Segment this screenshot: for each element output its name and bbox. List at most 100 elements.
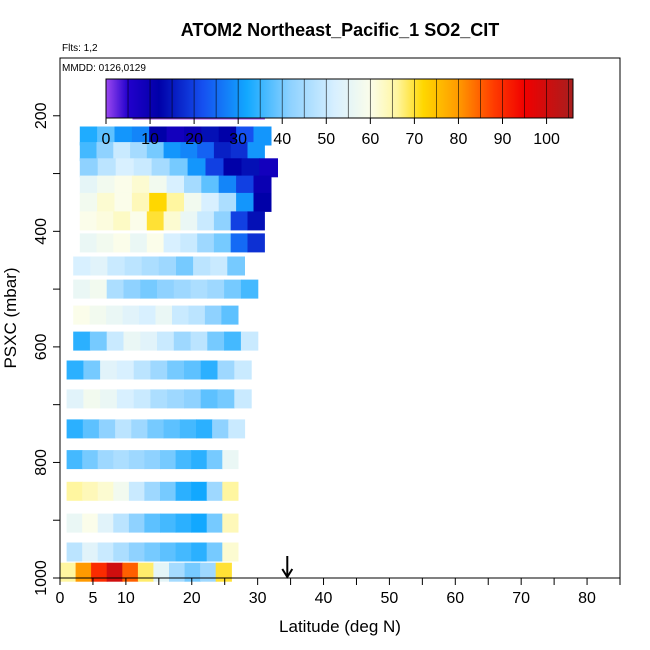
heat-cell [89, 279, 108, 299]
heat-cell [116, 360, 135, 380]
heat-cell [128, 481, 146, 501]
heat-cell [187, 158, 207, 178]
heat-cell [230, 233, 249, 253]
heat-cell [113, 211, 131, 231]
heat-cell [106, 305, 124, 325]
heat-cell [217, 360, 235, 380]
heat-cell [190, 279, 208, 299]
heat-cell [191, 542, 208, 562]
heat-cell [160, 450, 177, 470]
colorbar-gradient [105, 78, 574, 119]
plot-frame [59, 57, 621, 579]
heat-cell [206, 542, 223, 562]
heat-cell [175, 450, 192, 470]
heat-cell [149, 175, 168, 195]
heat-cell [73, 279, 91, 299]
heat-cell [124, 256, 143, 276]
heat-cell [218, 175, 237, 195]
heat-cell [175, 513, 192, 533]
heat-cell [133, 360, 152, 380]
heat-cell [114, 192, 133, 212]
date-label: MMDD: 0126,0129 [62, 63, 146, 74]
heat-cell [196, 419, 213, 439]
heat-cell [236, 192, 255, 212]
colorbar: 0 10 20 30 40 50 60 70 80 90 100 [102, 78, 574, 148]
heat-cell [97, 513, 114, 533]
heat-cell [241, 158, 261, 178]
heat-cell [97, 192, 116, 212]
heat-cell [206, 513, 223, 533]
heat-cell [190, 331, 208, 351]
heat-cell [155, 305, 173, 325]
heat-cell [141, 256, 160, 276]
colorbar-tick-label: 50 [317, 131, 335, 148]
heat-cell [234, 389, 252, 409]
colorbar-tick-label: 60 [361, 131, 379, 148]
heat-cell [193, 256, 211, 276]
heat-cell [230, 142, 249, 162]
heat-cell [146, 233, 165, 253]
heat-cell [75, 562, 92, 582]
heat-cell [130, 211, 148, 231]
heat-cell [82, 513, 99, 533]
heat-cell [116, 389, 135, 409]
heat-cell [144, 481, 161, 501]
heat-cell [150, 389, 168, 409]
heat-cell [131, 175, 150, 195]
heat-cell [234, 360, 252, 380]
heat-cell [191, 481, 208, 501]
heat-cell [82, 419, 100, 439]
heat-cell [221, 305, 239, 325]
colorbar-tick-label: 40 [273, 131, 291, 148]
heat-cell [207, 331, 225, 351]
heat-cell [201, 192, 220, 212]
heat-cell [97, 126, 116, 146]
colorbar-tick-label: 20 [185, 131, 203, 148]
heat-cell [166, 192, 185, 212]
heat-cell [73, 305, 91, 325]
heat-cell [66, 542, 83, 562]
heat-cell [128, 542, 146, 562]
heat-cell [89, 305, 107, 325]
heat-cell [157, 279, 175, 299]
heat-cell [166, 175, 185, 195]
heat-cell [215, 562, 232, 582]
colorbar-tick-label: 80 [450, 131, 468, 148]
heat-cell [222, 481, 239, 501]
heat-cell [160, 513, 177, 533]
heat-cell [149, 126, 168, 146]
heat-cell [206, 481, 223, 501]
heat-cell [157, 331, 175, 351]
heat-cell [131, 419, 149, 439]
y-tick-label: 600 [33, 333, 50, 360]
heat-cell [60, 562, 77, 582]
heat-cell [66, 360, 84, 380]
heat-cell [122, 562, 139, 582]
heat-cell [167, 360, 185, 380]
heat-cell [97, 542, 114, 562]
x-tick-label: 30 [249, 590, 267, 607]
heat-cell [97, 450, 114, 470]
heat-cell [137, 562, 155, 582]
heat-cell [97, 481, 114, 501]
heat-cell [184, 562, 201, 582]
x-tick-label: 50 [381, 590, 399, 607]
heat-cell [175, 481, 192, 501]
heat-cell [146, 142, 165, 162]
heatmap-cells [60, 100, 278, 582]
x-axis-label: Latitude (deg N) [279, 617, 401, 636]
heat-cell [160, 481, 177, 501]
heat-cell [130, 142, 148, 162]
heat-cell [200, 360, 219, 380]
heat-cell [163, 142, 181, 162]
heat-cell [191, 513, 208, 533]
x-tick-label: 20 [183, 590, 201, 607]
heat-cell [83, 360, 101, 380]
heat-cell [100, 360, 118, 380]
heat-cell [173, 279, 192, 299]
heat-cell [163, 233, 181, 253]
y-axis-label: PSXC (mbar) [1, 267, 20, 368]
heat-cell [90, 256, 108, 276]
heat-cell [224, 331, 242, 351]
